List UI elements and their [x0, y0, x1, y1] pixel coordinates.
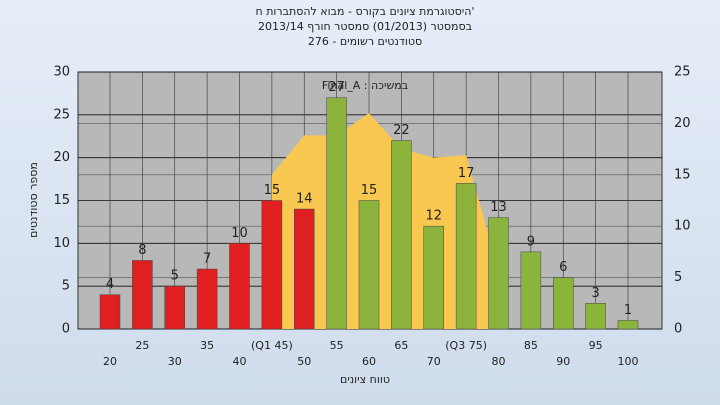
bar — [423, 225, 444, 330]
x-tick-label: 20 — [103, 355, 117, 368]
x-tick-label: 55 — [330, 339, 344, 352]
value-label: 13 — [490, 200, 507, 215]
x-tick-label: 35 — [200, 339, 214, 352]
bar — [358, 200, 380, 330]
bar — [132, 260, 153, 330]
value-label: 1 — [624, 303, 632, 318]
bar — [520, 251, 542, 330]
title: היסטוגרמת ציונים בקורס - מבוא להסתברות ח… — [256, 5, 475, 18]
bar — [617, 320, 639, 330]
bar — [294, 208, 315, 330]
y-tick-label: 5 — [62, 279, 70, 294]
value-label: 15 — [264, 183, 281, 198]
x-tick-label: 100 — [618, 355, 639, 368]
x-tick-label: 30 — [168, 355, 182, 368]
bar — [196, 268, 218, 330]
x-tick-label: 60 — [362, 355, 376, 368]
value-label: 17 — [458, 166, 475, 181]
y2-tick-label: 15 — [674, 167, 691, 182]
value-label: 3 — [591, 286, 599, 301]
y-tick-label: 10 — [53, 236, 70, 251]
bar — [229, 243, 250, 330]
bar — [553, 277, 574, 330]
y-axis-label: מספר סטודנטים — [27, 162, 40, 238]
bar — [99, 294, 121, 330]
x-tick-label: (Q1 45) — [251, 339, 293, 352]
value-label: 9 — [527, 234, 535, 249]
value-label: 15 — [361, 183, 378, 198]
y2-tick-label: 5 — [674, 270, 682, 285]
value-label: 10 — [231, 226, 248, 241]
value-label: 8 — [138, 243, 146, 258]
bar — [455, 183, 477, 330]
x-axis-label: טווח ציונים — [340, 373, 390, 386]
x-tick-label: 65 — [394, 339, 408, 352]
y2-tick-label: 20 — [674, 116, 691, 131]
value-label: 4 — [106, 277, 114, 292]
value-label: 27 — [328, 80, 345, 95]
y-tick-label: 15 — [53, 193, 70, 208]
y-tick-label: 0 — [62, 322, 70, 337]
value-label: 22 — [393, 123, 410, 138]
y2-tick-label: 25 — [674, 65, 691, 80]
value-label: 7 — [203, 252, 211, 267]
subtitle: בסמסטר (01/2013) סמסטר חורף 2013/14 — [258, 20, 472, 33]
value-label: 5 — [171, 269, 179, 284]
x-tick-label: 70 — [427, 355, 441, 368]
x-tick-label: 50 — [297, 355, 311, 368]
x-tick-label: 90 — [556, 355, 570, 368]
y2-tick-label: 10 — [674, 219, 691, 234]
bar — [391, 140, 412, 330]
y2-tick-label: 0 — [674, 322, 682, 337]
bar — [261, 200, 283, 330]
x-tick-label: 85 — [524, 339, 538, 352]
value-label: 6 — [559, 260, 567, 275]
bar — [164, 285, 185, 330]
x-tick-label: 40 — [233, 355, 247, 368]
y-tick-label: 25 — [53, 107, 70, 122]
x-tick-label: 95 — [589, 339, 603, 352]
bar — [488, 217, 509, 330]
value-label: 14 — [296, 192, 313, 207]
bar — [585, 303, 606, 330]
x-tick-label: 25 — [135, 339, 149, 352]
x-tick-label: 80 — [492, 355, 506, 368]
subtitle: סטודנטים רשומים - 276 — [308, 35, 422, 48]
bar — [326, 97, 347, 330]
x-tick-label: (Q3 75) — [445, 339, 487, 352]
y-tick-label: 30 — [53, 65, 70, 80]
y-tick-label: 20 — [53, 150, 70, 165]
legend-label: Final_A : במשיכה — [322, 79, 408, 92]
value-label: 12 — [425, 209, 442, 224]
